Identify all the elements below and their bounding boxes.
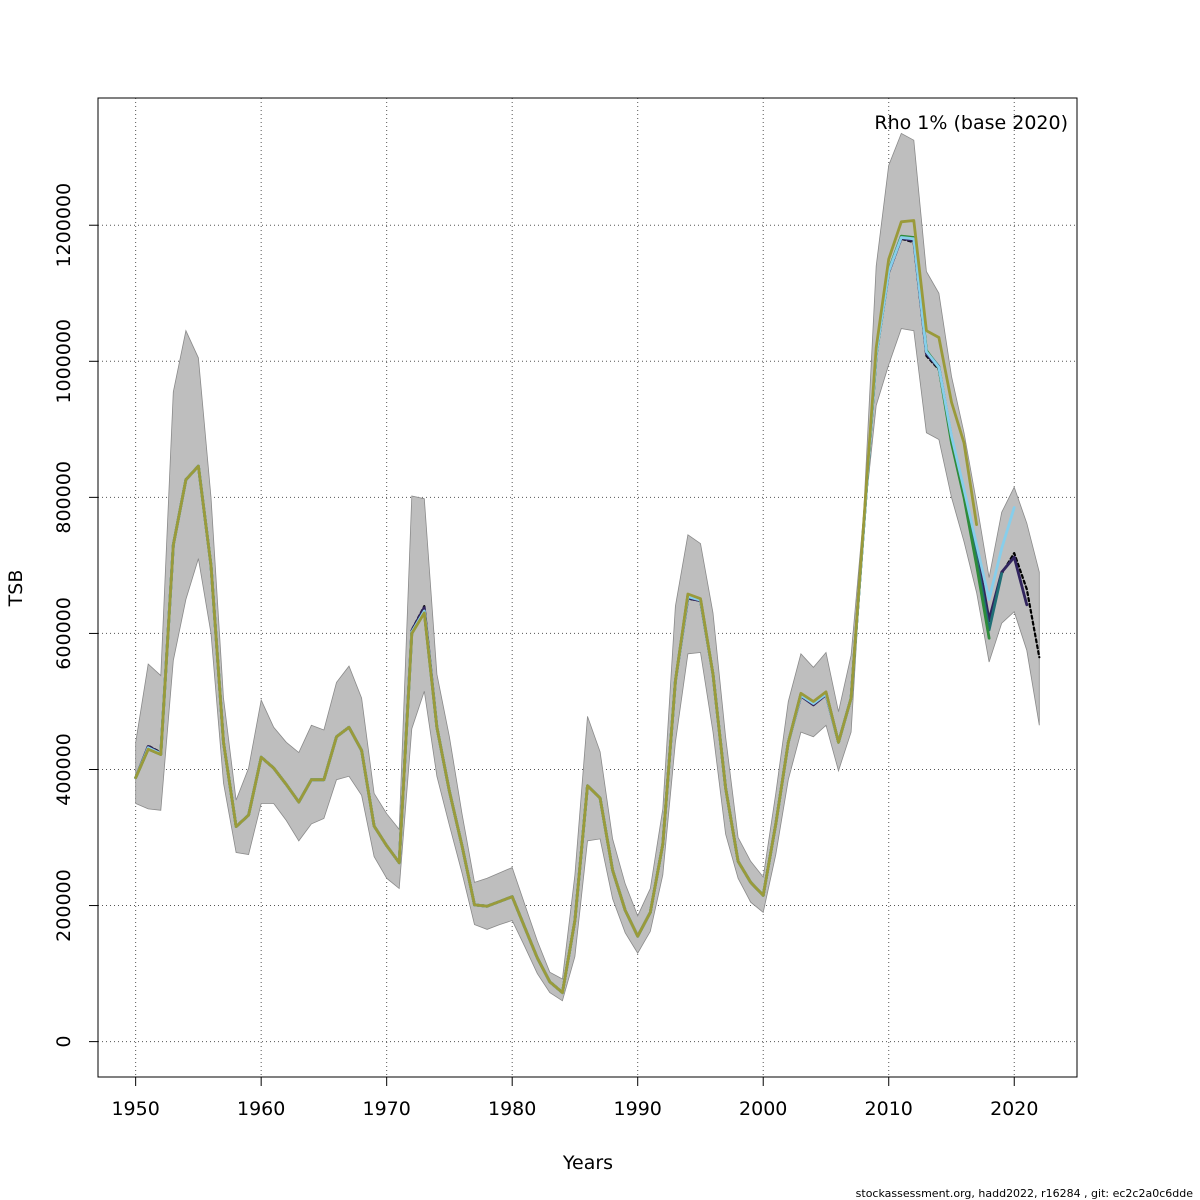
x-tick-label-1960: 1960: [237, 1098, 285, 1120]
x-axis-title: Years: [562, 1152, 613, 1174]
y-axis-title: TSB: [5, 570, 27, 608]
y-tick-label-0: 0: [53, 1036, 75, 1048]
x-tick-label-2010: 2010: [865, 1098, 913, 1120]
y-tick-label-600000: 600000: [53, 597, 75, 670]
x-tick-label-2020: 2020: [990, 1098, 1038, 1120]
series-layer: [134, 219, 1041, 994]
y-tick-label-800000: 800000: [53, 461, 75, 534]
y-tick-label-400000: 400000: [53, 733, 75, 806]
x-tick-label-1990: 1990: [614, 1098, 662, 1120]
x-tick-label-1980: 1980: [488, 1098, 536, 1120]
y-axis: 0 200000 400000 600000 800000 1000000 1200000: [53, 183, 98, 1048]
y-tick-label-200000: 200000: [53, 869, 75, 942]
confidence-band: [135, 132, 1040, 1002]
confidence-band-layer: [135, 132, 1040, 1002]
y-tick-label-1000000: 1000000: [53, 319, 75, 404]
x-tick-label-1950: 1950: [111, 1098, 159, 1120]
x-axis: 1950 1960 1970 1980 1990 2000 2010 2020: [111, 1077, 1038, 1120]
series-line-6: [134, 219, 978, 994]
y-tick-label-1200000: 1200000: [53, 183, 75, 268]
footer-credit: stockassessment.org, hadd2022, r16284 , …: [856, 1187, 1194, 1200]
rho-annotation: Rho 1% (base 2020): [874, 112, 1068, 134]
plot-frame: [97, 97, 1078, 1078]
x-tick-label-2000: 2000: [739, 1098, 787, 1120]
x-tick-label-1970: 1970: [362, 1098, 410, 1120]
